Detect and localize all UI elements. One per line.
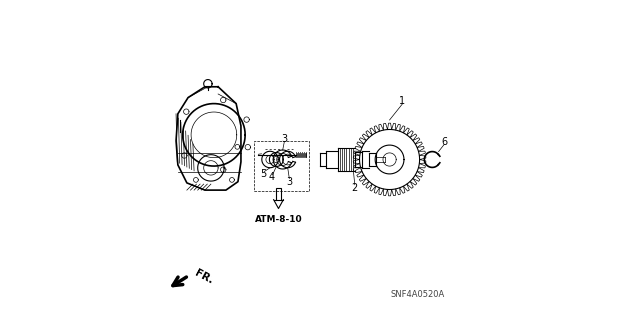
Text: 5: 5: [260, 169, 267, 179]
Text: SNF4A0520A: SNF4A0520A: [390, 290, 445, 299]
Text: 3: 3: [286, 177, 292, 187]
Text: ATM-8-10: ATM-8-10: [255, 215, 302, 225]
Text: 3: 3: [281, 134, 287, 144]
Text: 4: 4: [269, 172, 275, 182]
Text: 6: 6: [442, 137, 448, 147]
Text: FR.: FR.: [193, 268, 214, 286]
Bar: [253, 141, 309, 191]
Text: 2: 2: [351, 183, 358, 193]
Bar: [276, 188, 281, 200]
Text: 1: 1: [399, 96, 405, 106]
